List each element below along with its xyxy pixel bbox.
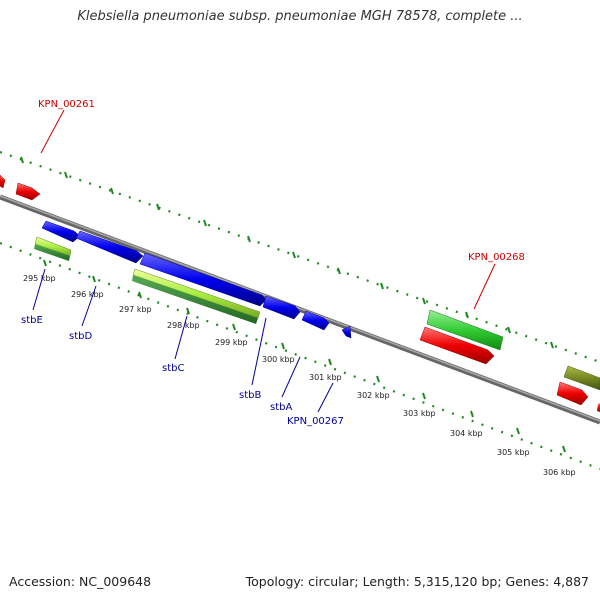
tick-label-296: 296 kbp — [71, 290, 104, 299]
gene-kpn-00268-red[interactable] — [419, 326, 495, 365]
map-title: Klebsiella pneumoniae subsp. pneumoniae … — [77, 9, 523, 24]
tick-label-299: 299 kbp — [215, 338, 248, 347]
tick-label-301: 301 kbp — [309, 373, 342, 382]
inner-major-ticks — [43, 259, 566, 453]
scale-tick-labels: 295 kbp 296 kbp 297 kbp 298 kbp 299 kbp … — [23, 274, 576, 477]
gene-stbd-blue[interactable] — [75, 230, 144, 264]
gene-kpn-00268-green[interactable] — [426, 309, 504, 351]
red-leader-lines — [40, 109, 496, 310]
label-stbc[interactable]: stbC — [162, 363, 184, 374]
accession-text: Accession: NC_009648 — [9, 574, 152, 589]
label-stba[interactable]: stbA — [270, 402, 292, 413]
gene-stbc-lightgreen[interactable] — [132, 268, 261, 324]
genome-summary-text: Topology: circular; Length: 5,315,120 bp… — [245, 574, 589, 589]
gene-stbc-blue[interactable] — [139, 252, 267, 307]
label-kpn-00268[interactable]: KPN_00268 — [468, 252, 525, 263]
label-stbd[interactable]: stbD — [69, 331, 92, 342]
tick-label-300: 300 kbp — [262, 355, 295, 364]
label-stbb[interactable]: stbB — [239, 390, 261, 401]
genome-backbone — [0, 194, 600, 425]
outer-major-ticks — [20, 156, 554, 349]
blue-leader-lines — [32, 268, 334, 413]
tick-label-303: 303 kbp — [403, 409, 436, 418]
tick-label-306: 306 kbp — [543, 468, 576, 477]
outer-tick-track — [0, 150, 600, 364]
tick-label-304: 304 kbp — [450, 429, 483, 438]
gene-red-right[interactable] — [556, 381, 589, 406]
gene-stbe-blue[interactable] — [41, 220, 81, 243]
label-stbe[interactable]: stbE — [21, 315, 43, 326]
gene-kpn-00267-blue[interactable] — [341, 325, 352, 339]
red-gene-left-edge[interactable] — [0, 174, 6, 189]
label-kpn-00267[interactable]: KPN_00267 — [287, 416, 344, 427]
gene-kpn-00261[interactable] — [15, 182, 41, 201]
gene-stba-blue[interactable] — [301, 310, 330, 331]
inner-tick-track — [0, 241, 600, 471]
tick-label-302: 302 kbp — [357, 391, 390, 400]
gene-stbe-lightgreen[interactable] — [34, 236, 72, 261]
tick-label-305: 305 kbp — [497, 448, 530, 457]
gene-labels: KPN_00261 KPN_00268 stbE stbD stbC stbB … — [21, 99, 525, 427]
tick-label-297: 297 kbp — [119, 305, 152, 314]
tick-label-295: 295 kbp — [23, 274, 56, 283]
gene-stbb-blue[interactable] — [262, 295, 301, 320]
tick-label-298: 298 kbp — [167, 321, 200, 330]
label-kpn-00261[interactable]: KPN_00261 — [38, 99, 95, 110]
gene-olive-right[interactable] — [563, 365, 600, 391]
gene-red-right-edge[interactable] — [597, 403, 600, 412]
